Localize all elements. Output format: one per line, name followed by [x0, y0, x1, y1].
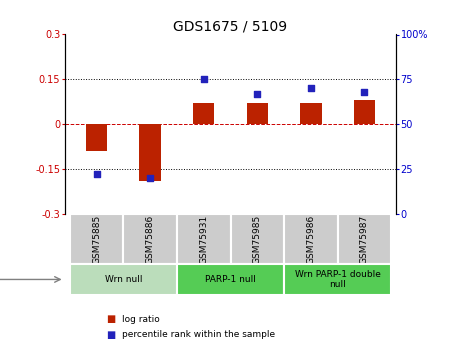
Text: PARP-1 null: PARP-1 null: [205, 275, 256, 284]
Bar: [70, 214, 124, 264]
Text: GSM75985: GSM75985: [253, 214, 262, 264]
Point: [361, 89, 368, 95]
Bar: [177, 264, 284, 295]
Bar: [124, 214, 177, 264]
Text: GSM75986: GSM75986: [306, 214, 315, 264]
Point: [200, 77, 207, 82]
Point: [93, 172, 100, 177]
Bar: [354, 100, 375, 124]
Text: percentile rank within the sample: percentile rank within the sample: [122, 330, 275, 339]
Bar: [337, 214, 391, 264]
Text: Wrn null: Wrn null: [105, 275, 142, 284]
Text: ■: ■: [106, 330, 115, 339]
Bar: [70, 264, 177, 295]
Text: Wrn PARP-1 double
null: Wrn PARP-1 double null: [295, 270, 380, 289]
Bar: [177, 214, 230, 264]
Text: ■: ■: [106, 314, 115, 324]
Title: GDS1675 / 5109: GDS1675 / 5109: [173, 19, 288, 33]
Text: GSM75931: GSM75931: [199, 214, 208, 264]
Bar: [86, 124, 107, 151]
Text: GSM75885: GSM75885: [92, 214, 101, 264]
Text: GSM75886: GSM75886: [146, 214, 155, 264]
Bar: [300, 103, 321, 124]
Bar: [193, 103, 214, 124]
Bar: [247, 103, 268, 124]
Bar: [284, 264, 391, 295]
Point: [307, 86, 314, 91]
Point: [147, 175, 154, 181]
Point: [254, 91, 261, 97]
Bar: [140, 124, 161, 181]
Bar: [284, 214, 337, 264]
Text: log ratio: log ratio: [122, 315, 160, 324]
Text: GSM75987: GSM75987: [360, 214, 369, 264]
Bar: [230, 214, 284, 264]
